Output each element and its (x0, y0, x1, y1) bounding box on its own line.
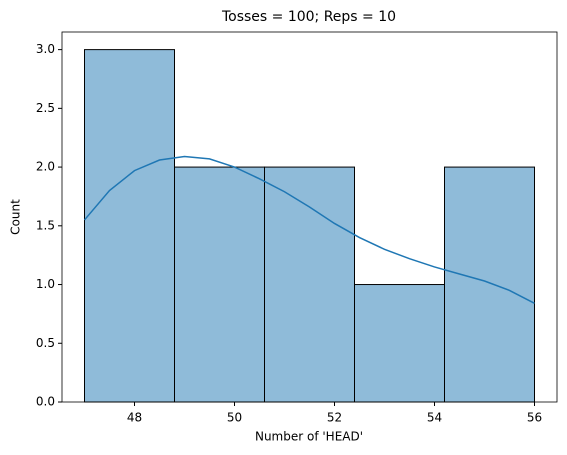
x-tick-label: 52 (327, 411, 342, 425)
y-tick-label: 2.0 (36, 160, 55, 174)
bar (354, 284, 445, 403)
bar (264, 166, 355, 403)
bar (174, 166, 265, 403)
x-tick-label: 56 (527, 411, 542, 425)
plot-frame (61, 31, 558, 403)
x-tick-label: 54 (427, 411, 442, 425)
chart-title: Tosses = 100; Reps = 10 (221, 9, 396, 25)
bar (444, 166, 535, 403)
y-tick-label: 2.5 (36, 101, 55, 115)
x-tick-label: 50 (227, 411, 242, 425)
y-tick-label: 0.0 (36, 395, 55, 409)
x-tick-label: 48 (127, 411, 142, 425)
y-tick-label: 0.5 (36, 336, 55, 350)
x-axis-label: Number of 'HEAD' (255, 430, 363, 444)
y-tick-label: 3.0 (36, 42, 55, 56)
kde-line (83, 155, 535, 304)
y-axis-label: Count (9, 199, 23, 235)
y-tick-label: 1.5 (36, 218, 55, 232)
bar (84, 49, 175, 403)
y-tick-label: 1.0 (36, 277, 55, 291)
